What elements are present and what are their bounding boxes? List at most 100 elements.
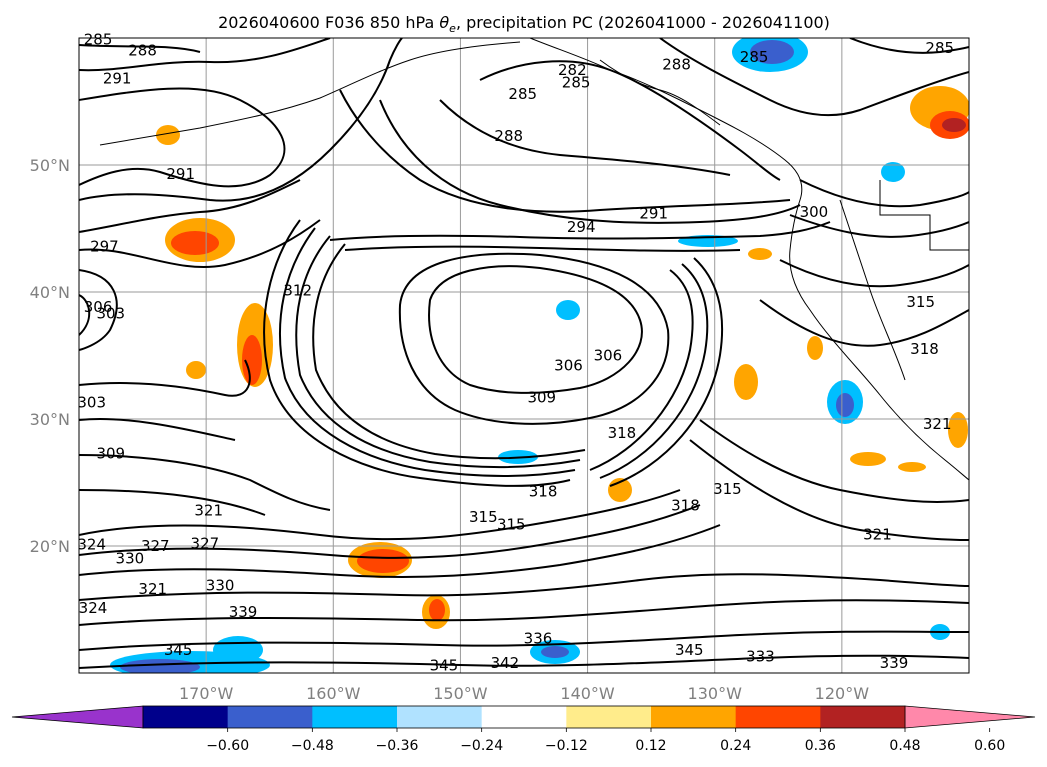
precip-patch [948,412,968,448]
contour-line [599,263,709,479]
contour-line [398,252,670,425]
contour-label: 306 [594,347,623,365]
contour-line [79,524,721,578]
lon-tick-label: 140°W [560,684,615,703]
contour-line [79,630,969,651]
contour-label: 303 [77,393,106,411]
contour-label: 318 [910,340,939,358]
contour-label: 324 [77,536,106,554]
contour-label: 303 [96,305,125,323]
contour-line [79,219,321,269]
contour-line [79,294,91,336]
contour-label: 336 [524,630,553,648]
contour-label: 327 [191,534,220,552]
gridlines [79,38,969,673]
colorbar-tick-label: −0.12 [545,738,588,754]
contour-line [79,599,969,626]
contour-label: 327 [141,537,170,555]
contour-line [479,60,781,181]
contour-line [295,235,581,469]
colorbar-tick-label: 0.12 [635,738,666,754]
colorbar-segment [227,706,313,728]
colorbar-frame [142,705,906,729]
contour-line [79,654,969,669]
precip-patch [836,393,854,417]
contour-line [428,265,643,394]
contour-label: 291 [103,70,132,88]
lat-tick-label: 50°N [30,156,70,175]
colorbar-segment [566,706,652,728]
contour-label: 309 [96,444,125,462]
contour-label: 330 [116,550,145,568]
contour-line [439,99,731,176]
contour-label: 330 [206,576,235,594]
contour-label: 285 [84,30,113,48]
contour-label: 291 [166,165,195,183]
precip-patch [171,231,219,255]
precip-patch [156,125,180,145]
precip-patch [120,659,200,673]
colorbar: −0.60 −0.48 −0.36 −0.24 −0.12 0.12 0.24 0.36 0.4… [11,705,1036,754]
contour-line [699,419,969,503]
precip-patch [541,646,569,658]
contour-line [312,243,586,460]
precip-patch [357,549,409,573]
contour-line [589,269,694,471]
contour-label: 321 [138,580,167,598]
contour-label: 288 [662,56,691,74]
precipitation-shading [110,38,969,673]
contour-line [789,214,969,238]
latitude-ticks: 20°N 30°N 40°N 50°N [30,156,70,556]
contour-label: 315 [497,515,526,533]
colorbar-tick-label: −0.60 [206,738,249,754]
contour-label: 315 [713,480,742,498]
precip-patch [748,248,772,260]
precip-patch [556,300,580,320]
precip-patch [898,462,926,472]
contour-label: 285 [508,85,537,103]
colorbar-tick-label: −0.36 [376,738,419,754]
contour-line [79,179,301,233]
contour-label: 339 [229,603,258,621]
contour-line [79,489,266,516]
contour-label: 300 [800,203,829,221]
precip-patch [750,40,794,64]
precip-patch [881,162,905,182]
contour-line [79,38,331,72]
longitude-ticks: 170°W 160°W 150°W 140°W 130°W 120°W [179,684,869,703]
lon-tick-label: 150°W [433,684,488,703]
contour-label: 339 [880,654,909,672]
precip-patch [942,118,966,132]
lon-tick-label: 160°W [306,684,361,703]
contour-label: 321 [923,415,952,433]
precip-patch [734,364,758,400]
contour-line [759,299,969,347]
contour-label: 315 [469,508,498,526]
contour-labels: 2852882912912973063033033093213273243303… [77,30,954,674]
colorbar-tick-label: 0.48 [889,738,920,754]
contour-label: 291 [639,204,668,222]
contour-label: 306 [84,298,113,316]
contour-label: 285 [740,48,769,66]
lat-tick-label: 40°N [30,283,70,302]
contour-line [79,489,681,541]
coastline [879,180,969,251]
coastlines [99,38,969,481]
coastline [839,199,906,381]
contour-label: 309 [527,388,556,406]
colorbar-tick-label: 0.60 [974,738,1005,754]
lon-tick-label: 130°W [688,684,743,703]
precip-patch [186,361,206,379]
contour-label: 318 [529,482,558,500]
precip-patch [213,636,263,664]
contour-label: 318 [608,424,637,442]
contour-line [263,219,571,487]
contour-label: 345 [430,656,459,674]
contour-line [79,269,118,351]
contour-line [689,439,969,541]
precip-patch [242,335,262,385]
contour-line [79,418,236,441]
contour-line [344,245,741,252]
colorbar-tick-label: −0.24 [460,738,503,754]
